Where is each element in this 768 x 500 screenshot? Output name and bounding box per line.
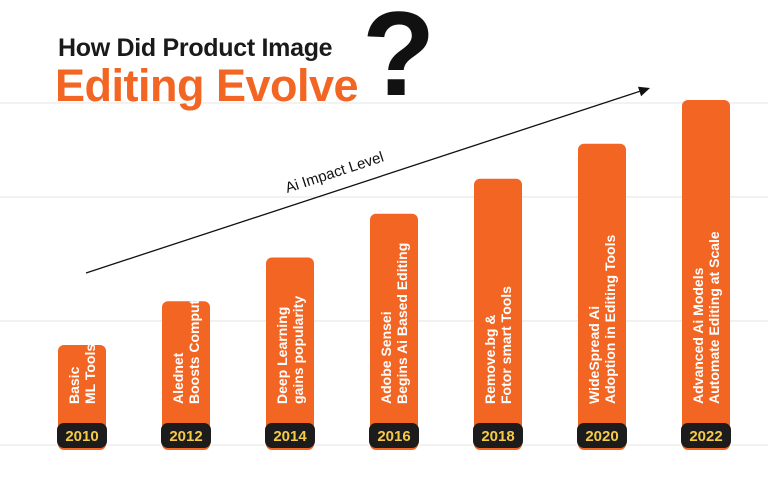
bar-label: WideSpread AiAdoption in Editing Tools [586, 235, 618, 404]
year-badge [577, 423, 627, 448]
bar-label-line: Automate Editing at Scale [706, 231, 722, 404]
bar-label: Deep Learninggains popularity [274, 296, 306, 404]
year-badge [369, 423, 419, 448]
bar-label-line: Alednet [170, 352, 186, 404]
year-label: 2016 [377, 428, 410, 445]
bar-group-2010: BasicML Tools 2010 [57, 344, 107, 450]
bar-label: AlednetBoosts Computer [170, 286, 202, 404]
bar-label: Adobe SenseiBegins Ai Based Editing [378, 243, 410, 404]
bar-label-line: Begins Ai Based Editing [394, 243, 410, 404]
bar-label-line: Deep Learning [274, 307, 290, 404]
bar-group-2020: WideSpread AiAdoption in Editing Tools 20… [577, 143, 627, 450]
bar-label-line: Boosts Computer [186, 286, 202, 404]
year-label: 2010 [65, 428, 98, 445]
trend-arrowhead [638, 86, 650, 97]
trend-arrow [85, 90, 640, 274]
bar-2012 [162, 301, 210, 450]
bar-label-line: WideSpread Ai [586, 306, 602, 404]
year-label: 2018 [481, 428, 514, 445]
year-badge [681, 423, 731, 448]
year-label: 2020 [585, 428, 618, 445]
bar-label-line: Remove.bg & [482, 315, 498, 404]
bar-label: Advanced Ai ModelsAutomate Editing at Sc… [690, 231, 722, 404]
year-badge [57, 423, 107, 448]
title-line-1: How Did Product Image [58, 34, 333, 62]
year-label: 2014 [273, 428, 307, 445]
bar-label-line: Adobe Sensei [378, 311, 394, 404]
bar-label-line: ML Tools [82, 344, 98, 404]
bar-label: Remove.bg &Fotor smart Tools [482, 286, 514, 404]
bar-label-line: gains popularity [290, 296, 306, 404]
bar-group-2018: Remove.bg &Fotor smart Tools 2018 [473, 178, 523, 450]
year-badge [473, 423, 523, 448]
year-badge [265, 423, 315, 448]
bar-group-2014: Deep Learninggains popularity 2014 [265, 257, 315, 450]
bar-label-line: Adoption in Editing Tools [602, 235, 618, 404]
year-label: 2012 [169, 428, 202, 445]
bar-2022 [682, 100, 730, 450]
bar-2016 [370, 213, 418, 450]
bar-label: BasicML Tools [66, 344, 98, 404]
bar-group-2012: AlednetBoosts Computer 2012 [161, 286, 211, 450]
year-badge [161, 423, 211, 448]
bars-layer: BasicML Tools 2010 AlednetBoosts Computer 2… [57, 100, 731, 450]
bar-2014 [266, 257, 314, 450]
bar-group-2016: Adobe SenseiBegins Ai Based Editing 2016 [369, 213, 419, 450]
bar-label-line: Fotor smart Tools [498, 286, 514, 404]
bar-label-line: Advanced Ai Models [690, 267, 706, 404]
bar-label-line: Basic [66, 366, 82, 404]
bar-2018 [474, 178, 522, 450]
bar-2020 [578, 143, 626, 450]
title-line-2: Editing Evolve [55, 60, 359, 111]
trend-label: Ai Impact Level [283, 149, 386, 197]
question-mark: ? [362, 0, 436, 121]
year-label: 2022 [689, 428, 722, 445]
bar-group-2022: Advanced Ai ModelsAutomate Editing at Sc… [681, 100, 731, 450]
